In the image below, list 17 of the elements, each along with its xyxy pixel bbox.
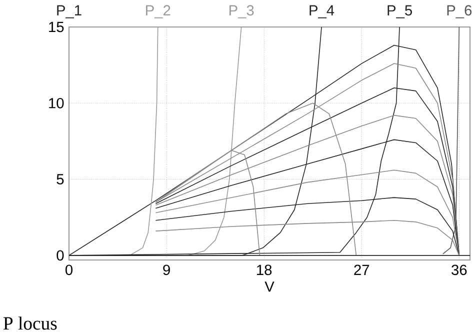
y-tick-label: 10 <box>49 98 64 108</box>
x-tick-label: 0 <box>65 264 72 276</box>
text: P_1 <box>57 5 82 18</box>
series-label: P_3 <box>229 5 254 18</box>
y-tick-label: 0 <box>56 250 64 261</box>
series-label: P_2 <box>146 5 170 18</box>
x-tick-label: 9 <box>163 264 170 276</box>
x-tick-label: 18 <box>257 264 272 276</box>
y-tick-label: 5 <box>56 174 64 184</box>
x-axis-title: V <box>264 282 274 292</box>
series-label: P_4 <box>310 5 334 18</box>
x-tick-label: 27 <box>354 264 370 275</box>
x-tick-label: 36 <box>452 264 467 276</box>
y-tick-label: 15 <box>49 22 64 32</box>
series-label: P_5 <box>388 5 412 18</box>
text: P locus <box>3 316 57 330</box>
series-label: P_6 <box>447 5 472 18</box>
